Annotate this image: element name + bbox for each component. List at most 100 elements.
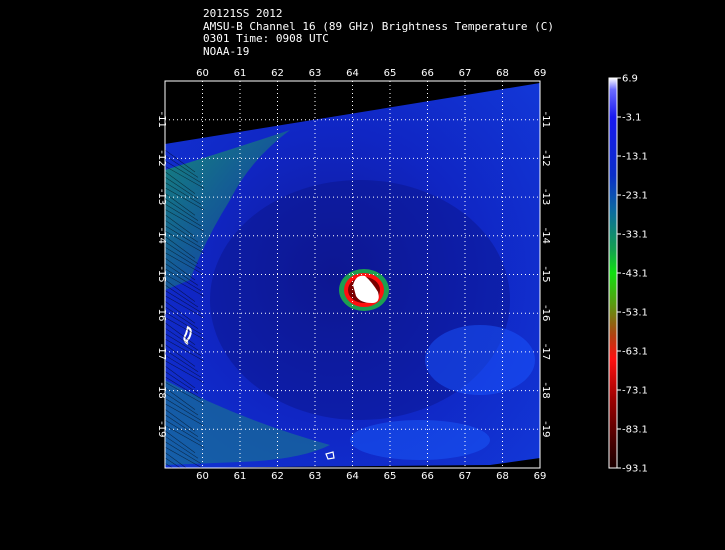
cold-core [339,269,389,311]
y-tick-label-right: -15 [540,266,551,282]
small-feature [183,325,192,345]
y-tick-label-right: -14 [540,228,551,244]
hatch-line [165,252,205,275]
hatch-line [165,392,199,416]
y-tick-label-right: -17 [540,344,551,360]
hatch-line [165,273,205,297]
x-tick-label-bottom: 66 [421,471,434,482]
x-tick-label-top: 68 [496,68,509,79]
colorbar-label: -43.1 [622,269,648,280]
hatch-line [165,155,199,178]
hatch-line [165,187,205,211]
x-tick-label-bottom: 60 [196,471,209,482]
hatch-line [165,284,199,308]
y-tick-label-right: -13 [540,189,551,205]
x-tick-label-top: 65 [384,68,397,79]
bright-patch-2 [350,420,490,460]
x-tick-label-top: 67 [459,68,472,79]
hatch-line [165,338,205,362]
y-tick-label-left: -15 [156,266,167,282]
hatch-line [165,371,199,394]
hatch-line [165,230,205,254]
hatch-line [165,425,205,448]
x-tick-label-top: 61 [234,68,247,79]
hatch-line [165,403,205,427]
colorbar-label: -83.1 [622,425,648,436]
colorbar-label: -73.1 [622,386,648,397]
scan-edge-hatching [165,149,205,468]
hatch-line [165,344,196,367]
plot-frame [164,80,541,469]
plot-area [165,81,540,468]
x-tick-label-top: 62 [271,68,284,79]
y-tick-label-left: -19 [156,421,167,437]
hatch-line [165,225,202,248]
hatch-line [165,419,202,443]
hatch-line [165,241,199,265]
x-tick-label-bottom: 67 [459,471,472,482]
x-tick-label-top: 63 [309,68,322,79]
axis-ticks: 60 60 61 61 62 62 63 63 64 64 65 65 66 66 67 67 68 68 69 69… [156,68,551,482]
colorbar-label: -13.1 [622,152,648,163]
header-line-1: 20121SS 2012 [203,7,283,20]
y-tick-label-left: -13 [156,189,167,205]
y-tick-label-left: -17 [156,344,167,360]
hatch-line [165,452,187,468]
y-tick-label-right: -19 [540,421,551,437]
hatch-line [165,209,205,232]
x-tick-label-bottom: 65 [384,471,397,482]
x-tick-label-top: 64 [346,68,359,79]
hatch-line [165,349,199,373]
x-tick-label-top: 69 [534,68,547,79]
colorbar-label: -63.1 [622,347,648,358]
hatch-line [165,198,199,221]
y-tick-label-left: -12 [156,150,167,166]
x-tick-label-bottom: 68 [496,471,509,482]
hatch-line [165,408,196,432]
hatch-line [165,246,202,270]
hatch-line [165,165,205,189]
hatch-line [165,290,202,313]
hatch-line [165,279,196,302]
y-tick-label-left: -18 [156,382,167,398]
header-line-4: NOAA-19 [203,44,250,58]
header-line-2: AMSU-B Channel 16 (89 GHz) Brightness Te… [203,19,554,33]
green-band-lower [165,380,330,465]
hatch-line [165,333,202,356]
hatch-line [165,203,202,227]
hatch-line [165,430,196,454]
hatch-line [165,398,202,421]
y-tick-label-right: -11 [540,112,551,128]
header-line-3: 0301 Time: 0908 UTC [203,32,329,45]
colorbar-label: -23.1 [622,191,648,202]
hatch-line [165,414,199,437]
lat-lon-grid [165,81,540,468]
hatch-line [165,311,202,335]
hatch-line [165,182,202,205]
x-tick-label-bottom: 63 [309,471,322,482]
hatch-line [165,381,205,405]
colorbar-label: 6.9 [622,74,638,85]
x-tick-label-bottom: 69 [534,471,547,482]
y-tick-label-right: -18 [540,382,551,398]
hatch-line [165,376,202,400]
y-tick-label-right: -16 [540,305,551,321]
hatch-line [165,435,199,459]
hatch-line [165,219,199,243]
hatch-line [165,387,196,410]
x-tick-label-top: 66 [421,68,434,79]
bright-patch [425,325,535,395]
small-feature-2 [325,451,335,460]
hatch-line [165,457,181,468]
hatch-line [165,322,196,346]
hatch-line [165,317,205,340]
y-tick-label-left: -14 [156,228,167,244]
hatch-line [165,171,196,194]
y-tick-label-left: -16 [156,305,167,321]
hatch-line [165,268,202,292]
colorbar-label: -93.1 [622,464,648,475]
colorbar-label: -33.1 [622,230,648,241]
hatch-line [165,295,205,319]
colorbar-label: -3.1 [622,113,642,124]
